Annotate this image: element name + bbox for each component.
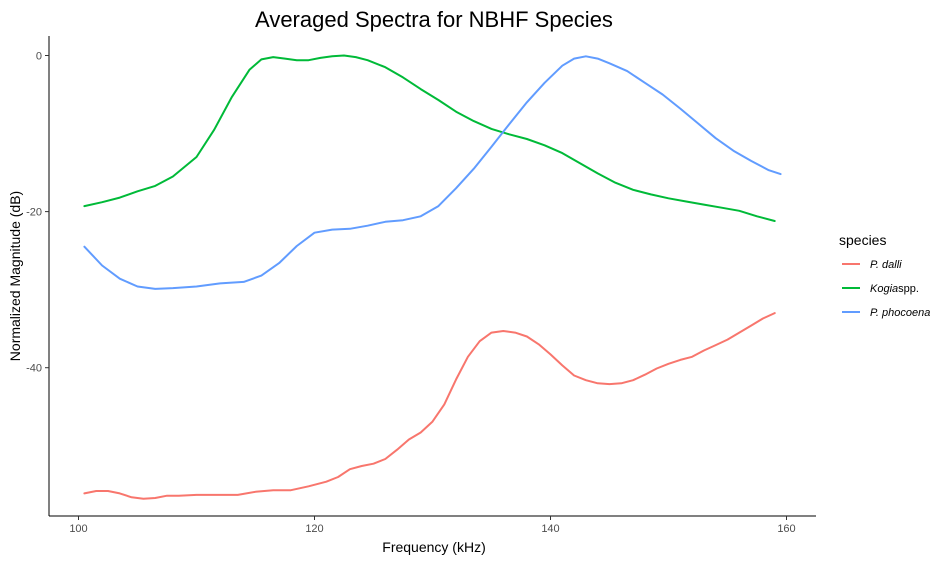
series-line-p-dalli (83, 312, 776, 500)
x-ticks: 100 120 140 160 (69, 516, 796, 535)
legend-label: Kogiaspp. (870, 283, 919, 295)
x-tick-label: 120 (305, 523, 323, 535)
legend-label-italic: P. dalli (870, 259, 902, 271)
y-axis-title: Normalized Magnitude (dB) (7, 191, 23, 361)
y-tick-label: 0 (36, 51, 42, 63)
legend-label-upright: spp. (898, 283, 919, 295)
legend-label-italic: Kogia (870, 283, 898, 295)
legend-label-italic: P. phocoena (870, 307, 930, 319)
y-tick-label: -20 (26, 207, 42, 219)
y-ticks: 0 -20 -40 (26, 51, 49, 375)
x-tick-label: 160 (777, 523, 795, 535)
legend-entries: P. dalli Kogiaspp. P. phocoena (842, 259, 930, 319)
series-line-p-phocoena (83, 55, 782, 290)
y-tick-label: -40 (26, 363, 42, 375)
chart-title: Averaged Spectra for NBHF Species (255, 7, 613, 32)
legend-label: P. phocoena (870, 307, 930, 319)
legend-title: species (839, 232, 886, 248)
series-line-kogia-spp (83, 54, 776, 222)
x-tick-label: 100 (69, 523, 87, 535)
x-tick-label: 140 (541, 523, 559, 535)
plot-area: 100 120 140 160 0 -20 -40 (26, 36, 816, 535)
series-lines (83, 54, 782, 500)
x-axis-title: Frequency (kHz) (382, 539, 485, 555)
legend-label: P. dalli (870, 259, 902, 271)
legend: species P. dalli Kogiaspp. P. phocoena (839, 232, 930, 319)
